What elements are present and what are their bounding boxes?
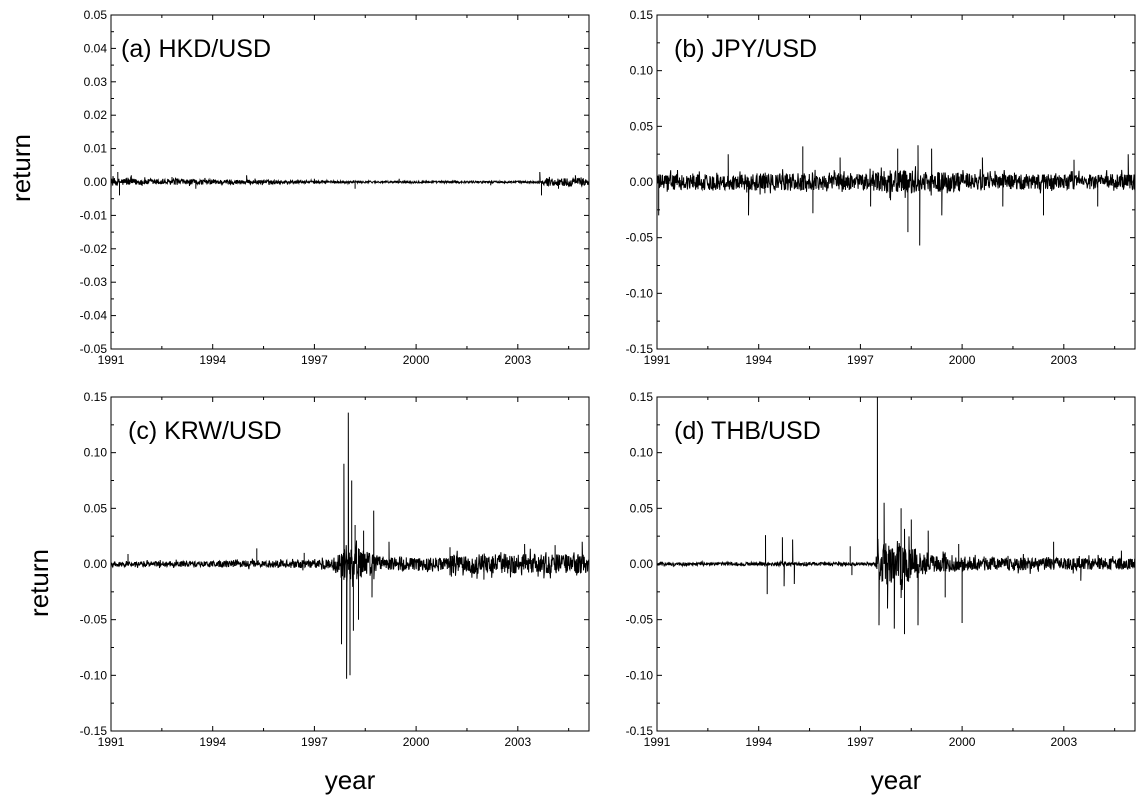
x-tick-label: 1994 <box>199 735 226 749</box>
y-tick-label: 0.15 <box>630 8 654 22</box>
panel-title-c: (c) KRW/USD <box>128 417 282 445</box>
y-tick-label: 0.00 <box>630 175 654 189</box>
x-ticks-c: 1991 1994 1997 2000 2003 <box>98 397 570 749</box>
x-tick-label: 1991 <box>644 353 671 367</box>
y-tick-label: -0.15 <box>626 724 654 738</box>
y-tick-label: -0.10 <box>626 286 654 300</box>
y-ticks-d: 0.15 0.10 0.05 0.00 -0.05 -0.10 -0.15 <box>626 390 1135 738</box>
x-tick-label: 1991 <box>98 353 125 367</box>
panel-d: 0.15 0.10 0.05 0.00 -0.05 -0.10 -0.15 1991 1994… <box>626 390 1136 749</box>
x-tick-label: 2000 <box>949 735 976 749</box>
y-tick-label: 0.15 <box>630 390 654 404</box>
x-tick-label: 1997 <box>301 735 328 749</box>
y-ticks-b: 0.15 0.10 0.05 0.00 -0.05 -0.10 -0.15 <box>626 8 1135 356</box>
x-axis-title-right: year <box>871 765 922 795</box>
y-tick-label: 0.05 <box>84 8 108 22</box>
y-tick-label: -0.10 <box>80 668 108 682</box>
x-tick-label: 2003 <box>1050 353 1077 367</box>
panel-c: 0.15 0.10 0.05 0.00 -0.05 -0.10 -0.15 1991 1994… <box>80 390 590 749</box>
x-tick-label: 1997 <box>847 353 874 367</box>
y-tick-label: -0.04 <box>80 309 108 323</box>
x-tick-label: 1994 <box>745 735 772 749</box>
y-tick-label: -0.05 <box>626 231 654 245</box>
y-axis-title-top: return <box>6 134 36 202</box>
panel-title-a: (a) HKD/USD <box>121 35 271 63</box>
y-tick-label: -0.15 <box>626 342 654 356</box>
y-tick-label: 0.05 <box>84 501 108 515</box>
x-tick-label: 1991 <box>644 735 671 749</box>
y-tick-label: -0.02 <box>80 242 108 256</box>
x-ticks-a: 1991 1994 1997 2000 2003 <box>98 15 570 367</box>
y-tick-label: 0.15 <box>84 390 108 404</box>
x-tick-label: 2003 <box>504 735 531 749</box>
y-tick-label: 0.03 <box>84 75 108 89</box>
x-tick-label: 1997 <box>847 735 874 749</box>
x-tick-label: 1997 <box>301 353 328 367</box>
x-tick-label: 2000 <box>403 353 430 367</box>
y-ticks-c: 0.15 0.10 0.05 0.00 -0.05 -0.10 -0.15 <box>80 390 589 738</box>
y-tick-label: 0.10 <box>630 64 654 78</box>
panel-title-d: (d) THB/USD <box>674 417 821 445</box>
y-tick-label: 0.04 <box>84 41 108 55</box>
x-tick-label: 1994 <box>745 353 772 367</box>
y-tick-label: 0.00 <box>84 175 108 189</box>
y-tick-label: -0.15 <box>80 724 108 738</box>
x-tick-label: 2000 <box>949 353 976 367</box>
y-tick-label: -0.05 <box>626 613 654 627</box>
y-tick-label: 0.00 <box>84 557 108 571</box>
y-tick-label: -0.10 <box>626 668 654 682</box>
x-axis-title-left: year <box>325 765 376 795</box>
x-tick-label: 2003 <box>504 353 531 367</box>
series-line-krw-usd <box>110 412 590 679</box>
y-tick-label: 0.10 <box>84 446 108 460</box>
x-tick-label: 2000 <box>403 735 430 749</box>
y-axis-title-bottom: return <box>24 549 54 617</box>
series-line-jpy-usd <box>656 145 1136 246</box>
y-tick-label: 0.05 <box>630 119 654 133</box>
panel-b: 0.15 0.10 0.05 0.00 -0.05 -0.10 -0.15 1991 1994… <box>626 8 1136 367</box>
series-line-hkd-usd <box>110 171 590 196</box>
x-ticks-d: 1991 1994 1997 2000 2003 <box>644 397 1116 749</box>
y-tick-label: 0.00 <box>630 557 654 571</box>
y-ticks-a: 0.05 0.04 0.03 0.02 0.01 0.00 -0.01 -0.02 -0.03 -… <box>80 8 589 356</box>
y-tick-label: -0.03 <box>80 275 108 289</box>
y-tick-label: -0.05 <box>80 342 108 356</box>
y-tick-label: 0.10 <box>630 446 654 460</box>
y-tick-label: -0.05 <box>80 613 108 627</box>
x-tick-label: 2003 <box>1050 735 1077 749</box>
x-ticks-b: 1991 1994 1997 2000 2003 <box>644 15 1116 367</box>
y-tick-label: -0.01 <box>80 208 108 222</box>
panel-title-b: (b) JPY/USD <box>674 35 817 63</box>
series-line-thb-usd <box>656 396 1136 635</box>
x-tick-label: 1991 <box>98 735 125 749</box>
y-tick-label: 0.01 <box>84 142 108 156</box>
x-tick-label: 1994 <box>199 353 226 367</box>
panel-a: 0.05 0.04 0.03 0.02 0.01 0.00 -0.01 -0.02 -0.03 -… <box>80 8 590 367</box>
y-tick-label: 0.02 <box>84 108 108 122</box>
y-tick-label: 0.05 <box>630 501 654 515</box>
